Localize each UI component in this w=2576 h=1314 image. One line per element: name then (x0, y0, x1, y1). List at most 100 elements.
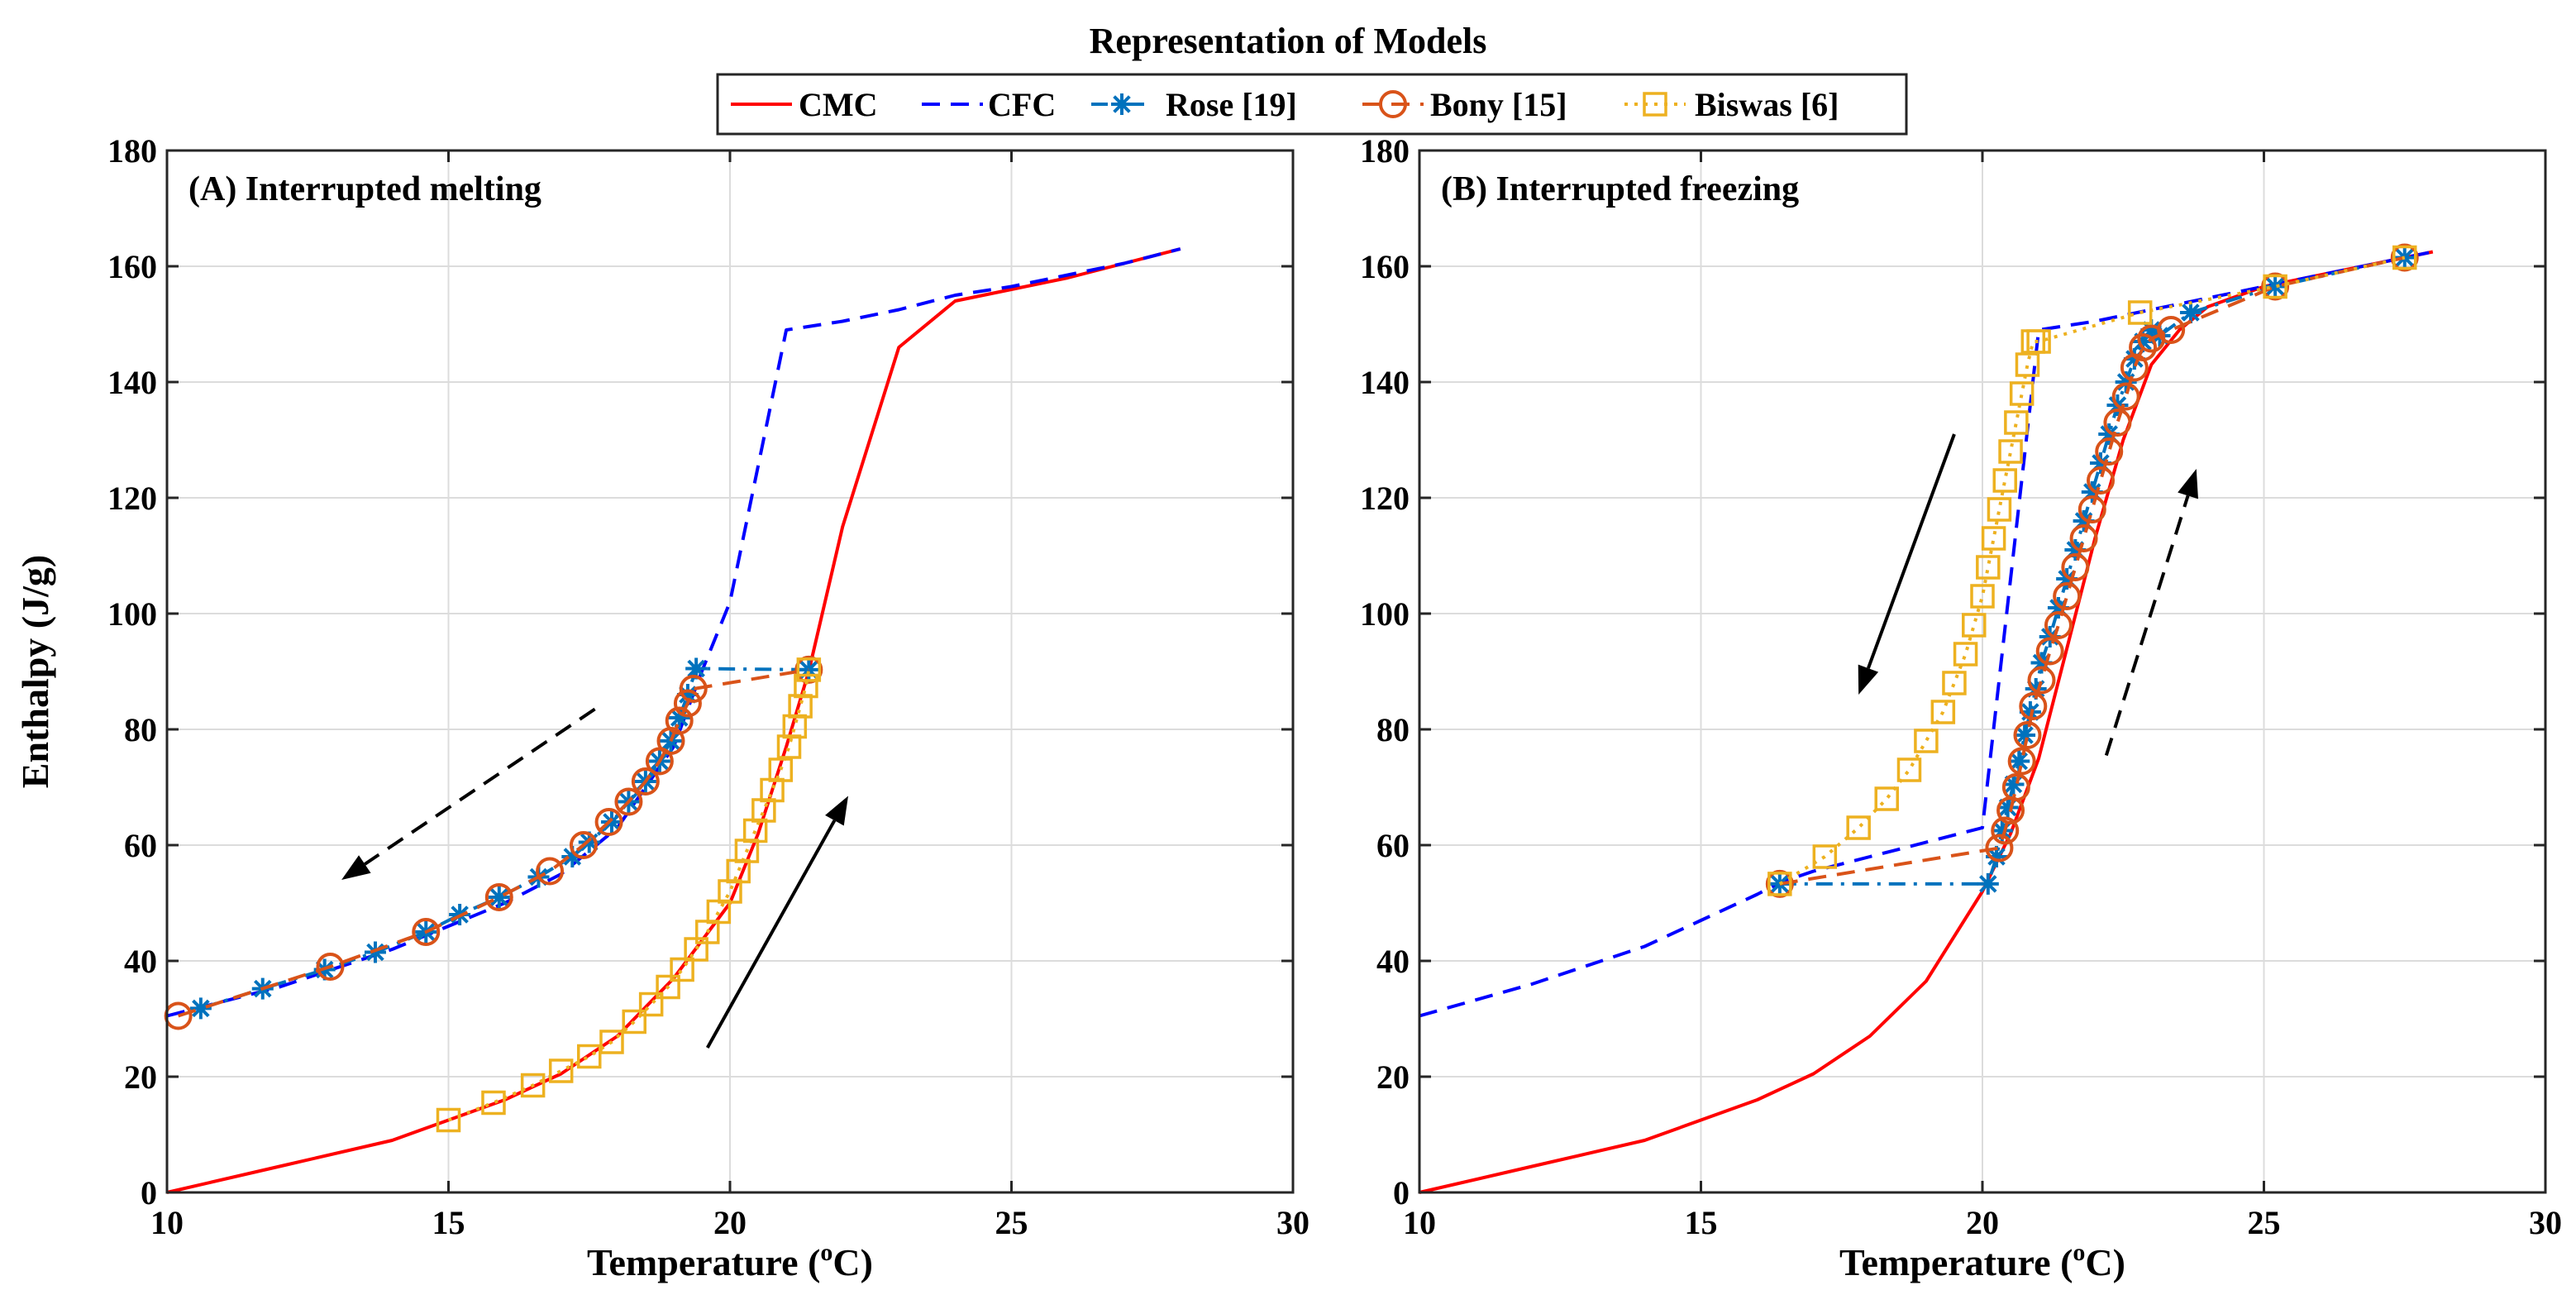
point-bony-15-8 (631, 767, 660, 796)
legend-entry-cfc: CFC (922, 86, 1056, 123)
point-biswas-6-22 (2263, 274, 2287, 299)
legend-marker-bony-15 (1379, 90, 1407, 118)
point-bony-15-13 (679, 675, 708, 703)
x-axis-label: Temperature (oC) (1839, 1239, 2125, 1283)
y-tick-label-5: 100 (107, 595, 157, 633)
y-tick-label-8: 160 (1360, 248, 1410, 285)
point-biswas-6-23 (2392, 245, 2417, 270)
y-tick-label-9: 180 (1360, 132, 1410, 170)
y-tick-label-1: 20 (124, 1058, 157, 1096)
point-biswas-6-18 (2015, 352, 2040, 377)
point-bony-15-18 (2111, 382, 2140, 411)
y-tick-label-3: 60 (1376, 827, 1410, 864)
arrow-shaft (364, 707, 596, 866)
point-bony-15-12 (2061, 553, 2090, 581)
point-bony-15-11 (2053, 582, 2082, 610)
legend-label-biswas-6: Biswas [6] (1695, 86, 1839, 123)
point-bony-15-17 (2103, 409, 2132, 437)
x-tick-label-0: 10 (1403, 1204, 1436, 1241)
point-bony-15-2 (412, 918, 441, 946)
point-bony-15-7 (2019, 692, 2048, 720)
point-biswas-6-11 (1976, 555, 2001, 580)
legend: CMC CFC Rose [19] Bony [15] Biswas [6] (716, 73, 1908, 136)
point-bony-15-6 (594, 808, 623, 836)
x-axis: 10 15 20 25 30 (1403, 151, 2562, 1241)
y-tick-label-5: 100 (1360, 595, 1410, 633)
y-tick-label-0: 0 (141, 1174, 157, 1211)
point-biswas-6-19 (768, 757, 794, 782)
panel-label: (A) Interrupted melting (188, 170, 541, 208)
y-tick-label-3: 60 (124, 827, 157, 864)
point-biswas-6-7 (638, 991, 664, 1017)
point-bony-15-1 (316, 953, 345, 981)
legend-label-cfc: CFC (988, 86, 1056, 123)
x-axis-label-main: Temperature ( (1839, 1241, 2073, 1283)
y-axis: 0 20 40 60 80 100 120 140 160 180 (1360, 132, 2545, 1211)
point-biswas-6-8 (1953, 642, 1978, 667)
x-axis-label-end: C) (832, 1241, 873, 1283)
x-tick-label-3: 25 (2248, 1204, 2281, 1241)
y-tick-label-4: 80 (1376, 711, 1410, 748)
point-rose-19-25 (2179, 302, 2202, 323)
point-biswas-6-0 (436, 1107, 461, 1133)
point-bony-15-5 (2007, 747, 2036, 776)
arrow-head (341, 855, 371, 880)
point-biswas-6-15 (1998, 439, 2023, 464)
legend-label-cmc: CMC (799, 86, 878, 123)
point-biswas-6-21 (2127, 300, 2153, 325)
series-line-cfc (166, 247, 1181, 1018)
arrows (1858, 433, 2198, 757)
series-bony-15 (1765, 243, 2419, 898)
point-rose-19-7 (2014, 724, 2036, 746)
point-bony-15-2 (1991, 816, 2020, 845)
x-axis-label: Temperature (oC) (587, 1239, 873, 1283)
legend-box (716, 73, 1908, 136)
point-bony-15-8 (2027, 666, 2056, 695)
x-axis-label-end: C) (2085, 1241, 2125, 1283)
point-biswas-6-20 (2026, 329, 2051, 354)
arrow-shaft (1867, 433, 1956, 669)
point-biswas-6-0 (1767, 872, 1792, 896)
point-bony-15-9 (2035, 637, 2064, 666)
arrow-shaft (2104, 495, 2190, 757)
x-tick-label-2: 20 (1966, 1204, 1999, 1241)
point-biswas-6-5 (599, 1030, 624, 1054)
y-tick-label-6: 120 (1360, 480, 1410, 517)
x-axis-label-main: Temperature ( (587, 1241, 820, 1283)
series-cfc (166, 247, 1181, 1018)
x-tick-label-4: 30 (1276, 1204, 1309, 1241)
x-tick-label-1: 15 (1685, 1204, 1718, 1241)
point-bony-15-0 (1765, 869, 1794, 898)
point-biswas-6-5 (1914, 729, 1939, 753)
point-bony-15-14 (2077, 495, 2106, 523)
point-bony-15-22 (2157, 316, 2186, 344)
legend-label-bony-15: Bony [15] (1430, 86, 1567, 123)
point-biswas-6-3 (548, 1058, 574, 1083)
series-biswas-6 (436, 657, 822, 1133)
y-axis-label: Enthalpy (J/g) (14, 555, 56, 788)
point-biswas-6-12 (1981, 526, 2006, 551)
series-line-biswas-6 (1778, 256, 2406, 886)
legend-entry-biswas-6: Biswas [6] (1624, 86, 1839, 123)
point-biswas-6-6 (1930, 700, 1956, 724)
point-biswas-6-16 (2004, 410, 2029, 435)
point-biswas-6-2 (1846, 815, 1871, 840)
point-bony-15-24 (2390, 243, 2419, 272)
point-bony-15-11 (665, 706, 694, 735)
point-biswas-6-1 (481, 1090, 506, 1116)
x-tick-label-4: 30 (2529, 1204, 2562, 1241)
legend-entry-cmc: CMC (731, 86, 878, 123)
legend-marker-rose-19 (1111, 93, 1133, 115)
arrow-head (2178, 469, 2198, 499)
arrows (341, 707, 849, 1049)
y-tick-label-4: 80 (124, 711, 157, 748)
series-biswas-6 (1767, 245, 2417, 896)
series-group (164, 247, 1181, 1194)
point-rose-19-10 (600, 811, 623, 833)
y-axis: 0 20 40 60 80 100 120 140 160 180 (107, 132, 1293, 1211)
legend-marker-biswas-6 (1643, 92, 1667, 117)
y-tick-label-9: 180 (107, 132, 157, 170)
point-bony-15-12 (673, 689, 702, 718)
arrow-head (825, 796, 849, 826)
